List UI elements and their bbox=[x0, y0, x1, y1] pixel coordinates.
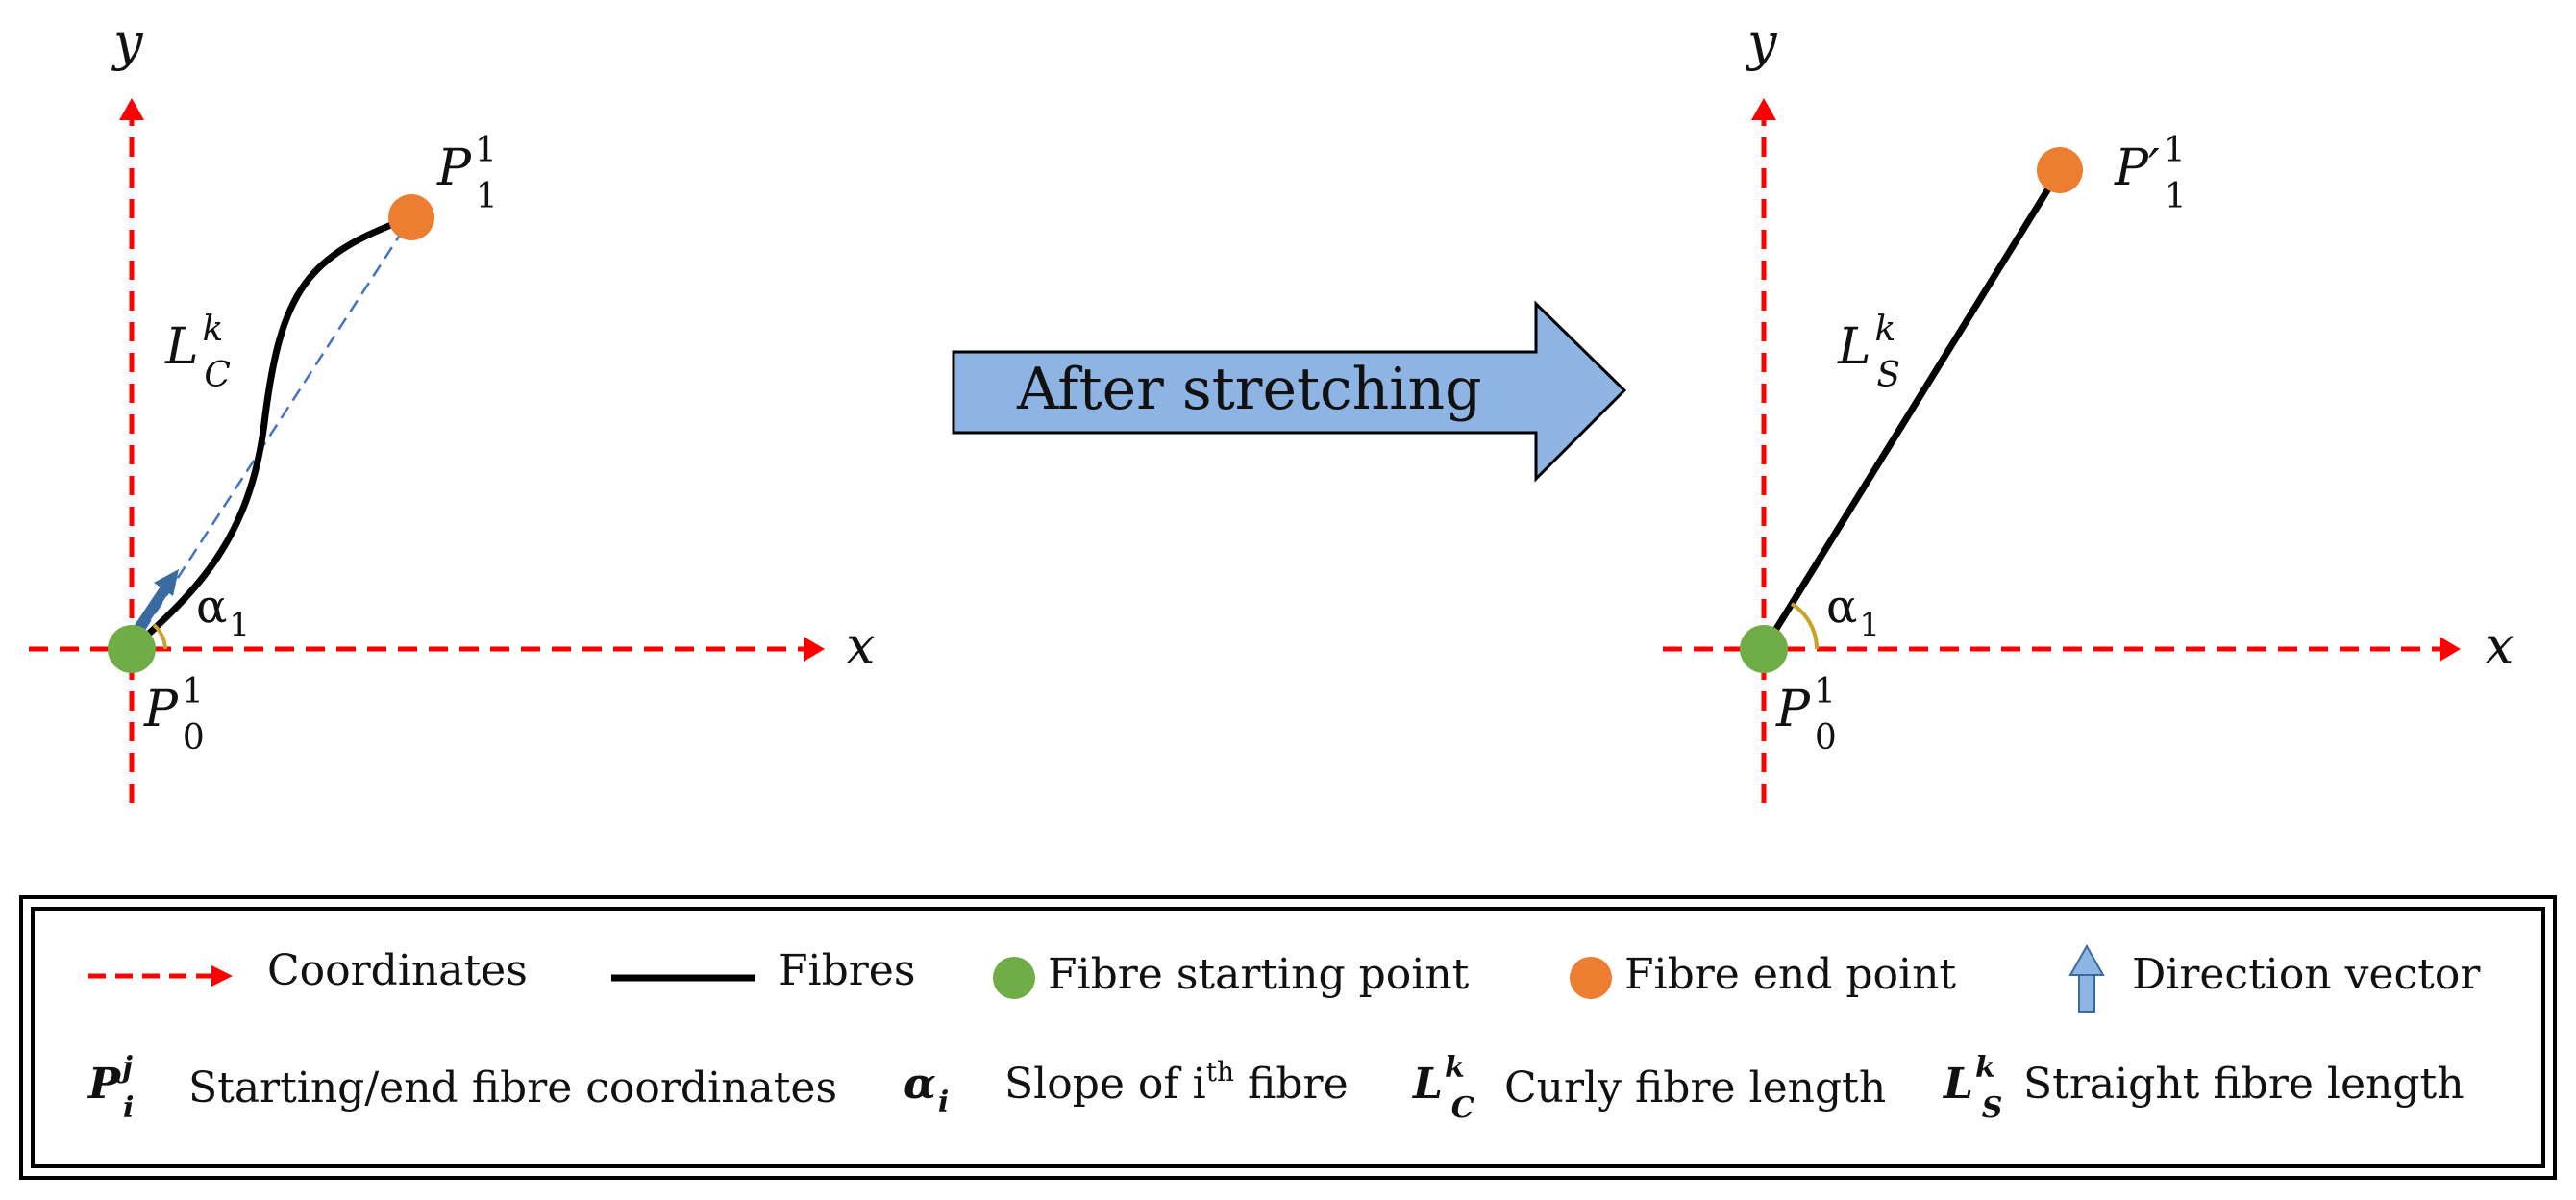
left-curly-fibre bbox=[129, 213, 413, 652]
right-start-point bbox=[1740, 625, 1788, 673]
direction-vector-icon bbox=[132, 569, 179, 636]
right-axis-x-label: x bbox=[2485, 615, 2514, 676]
legend-start-point-icon bbox=[993, 957, 1035, 999]
left-start-point bbox=[108, 625, 156, 673]
after-stretching-arrow: After stretching bbox=[952, 300, 1627, 483]
legend-label-end-point: Fibre end point bbox=[1624, 950, 1956, 999]
legend-item-slope: αi Slope of ith fibre bbox=[904, 1056, 1349, 1119]
left-end-point bbox=[388, 194, 434, 240]
legend-item-end-point: Fibre end point bbox=[1570, 950, 1956, 999]
arrow-label: After stretching bbox=[1016, 356, 1482, 423]
legend-label-start-point: Fibre starting point bbox=[1048, 950, 1470, 999]
left-angle-arc bbox=[152, 623, 167, 650]
legend-label-coordinates-symbol: Starting/end fibre coordinates bbox=[188, 1063, 837, 1112]
legend-symbol-ls: Lk S bbox=[1942, 1051, 2002, 1125]
legend-item-curly-length: Lk C Curly fibre length bbox=[1411, 1051, 1886, 1125]
right-axis-y-label: y bbox=[1746, 12, 1778, 72]
left-chord-line bbox=[130, 216, 413, 650]
left-axis-y-label: y bbox=[111, 12, 144, 72]
legend-item-straight-length: Lk S Straight fibre length bbox=[1942, 1051, 2465, 1125]
legend-label-slope: Slope of ith fibre bbox=[1004, 1056, 1349, 1109]
legend-item-coordinates-symbol: Pj i Starting/end fibre coordinates bbox=[87, 1051, 837, 1125]
legend-label-fibres: Fibres bbox=[779, 946, 915, 995]
right-angle-arc bbox=[1790, 602, 1820, 650]
legend-symbol-lc: Lk C bbox=[1411, 1051, 1474, 1125]
left-angle-label: α1 bbox=[196, 580, 250, 644]
right-angle-label: α1 bbox=[1826, 580, 1880, 644]
legend-item-fibres: Fibres bbox=[611, 946, 915, 995]
legend-label-curly-length: Curly fibre length bbox=[1504, 1063, 1886, 1112]
legend-up-arrow-icon bbox=[2068, 943, 2105, 1012]
legend-label-straight-length: Straight fibre length bbox=[2023, 1060, 2465, 1109]
left-axis-x-label: x bbox=[846, 615, 875, 676]
legend-symbol-alpha: αi bbox=[904, 1060, 949, 1119]
right-end-point-label: P′ 1 1 bbox=[2114, 131, 2187, 216]
left-y-axis-arrowhead bbox=[119, 98, 144, 120]
left-x-axis-arrowhead bbox=[804, 637, 825, 662]
legend-label-direction-vector: Direction vector bbox=[2132, 950, 2481, 999]
legend-item-coordinates: Coordinates bbox=[88, 946, 528, 995]
right-straight-fibre bbox=[1761, 168, 2063, 651]
legend-box: Coordinates Fibres Fibre starting point … bbox=[19, 895, 2557, 1180]
legend-item-direction-vector: Direction vector bbox=[2068, 943, 2481, 1012]
legend-item-start-point: Fibre starting point bbox=[993, 950, 1470, 999]
right-x-axis-arrowhead bbox=[2440, 637, 2461, 662]
right-y-axis-arrowhead bbox=[1751, 98, 1776, 120]
legend-end-point-icon bbox=[1570, 957, 1612, 999]
legend-symbol-p: Pj i bbox=[87, 1051, 134, 1125]
right-end-point bbox=[2037, 147, 2083, 193]
legend-label-coordinates: Coordinates bbox=[267, 946, 528, 995]
